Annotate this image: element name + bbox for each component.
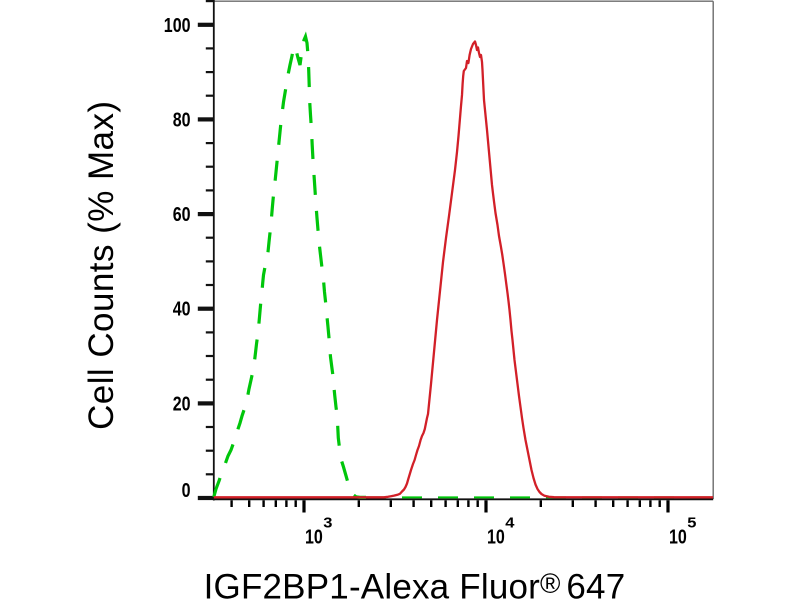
svg-text:80: 80 (173, 109, 191, 131)
svg-text:100: 100 (164, 14, 191, 36)
svg-text:40: 40 (173, 298, 191, 320)
svg-text:10: 10 (305, 526, 323, 548)
svg-text:Cell Counts (% Max): Cell Counts (% Max) (82, 100, 121, 429)
svg-text:4: 4 (505, 515, 514, 531)
svg-text:10: 10 (669, 526, 687, 548)
svg-text:60: 60 (173, 203, 191, 225)
svg-text:10: 10 (487, 526, 505, 548)
svg-text:20: 20 (173, 393, 191, 415)
svg-text:IGF2BP1-Alexa Fluor® 647: IGF2BP1-Alexa Fluor® 647 (204, 568, 626, 600)
svg-text:0: 0 (182, 479, 191, 501)
svg-text:3: 3 (323, 515, 332, 531)
svg-text:5: 5 (687, 515, 696, 531)
